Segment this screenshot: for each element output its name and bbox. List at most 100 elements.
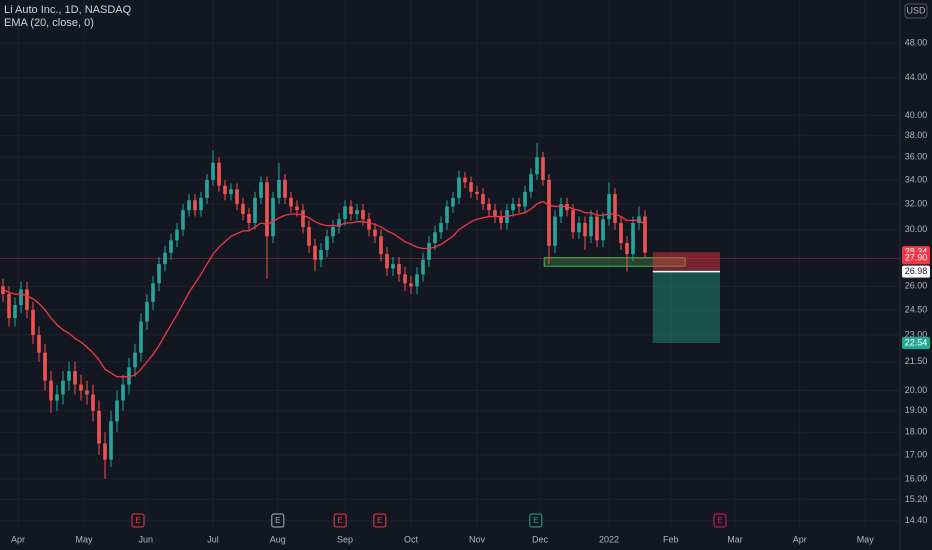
x-tick-label: Jul <box>207 534 219 544</box>
candle-body <box>175 229 179 241</box>
y-tick-label: 40.00 <box>905 110 928 120</box>
candle-body <box>451 197 455 207</box>
event-label: E <box>275 516 280 525</box>
x-tick-label: Aug <box>270 534 286 544</box>
price-tag-label: 26.98 <box>905 266 928 276</box>
candle-body <box>403 274 407 284</box>
candle-body <box>271 197 275 237</box>
price-tag <box>902 265 930 278</box>
currency[interactable]: USD <box>906 5 926 15</box>
y-tick-label: 18.00 <box>905 427 928 437</box>
event-label: E <box>717 516 722 525</box>
candle-body <box>301 210 305 227</box>
x-tick-label: Mar <box>727 534 743 544</box>
y-tick-label: 34.00 <box>905 174 928 184</box>
candle-body <box>439 223 443 233</box>
event-label: E <box>338 516 343 525</box>
candle-body <box>511 203 515 211</box>
candle-body <box>235 189 239 204</box>
event-label: E <box>533 516 538 525</box>
x-tick-label: Oct <box>404 534 419 544</box>
y-tick-label: 38.00 <box>905 130 928 140</box>
candle-body <box>79 384 83 391</box>
event-marker <box>713 513 727 528</box>
y-tick-label: 36.00 <box>905 152 928 162</box>
price-tag <box>902 252 930 265</box>
candle-body <box>49 380 53 401</box>
candle-body <box>205 179 209 198</box>
candle-body <box>589 216 593 237</box>
candle-body <box>85 390 89 395</box>
candle-body <box>133 352 137 368</box>
candle-body <box>127 367 131 385</box>
candle-body <box>163 252 167 265</box>
event-label: E <box>135 516 140 525</box>
candle-body <box>547 179 551 246</box>
y-tick-label: 48.00 <box>905 37 928 47</box>
candle-body <box>613 194 617 224</box>
currency-box[interactable] <box>904 3 928 19</box>
candle-body <box>343 206 347 220</box>
candle-body <box>457 177 461 198</box>
candle-body <box>31 309 35 336</box>
chart-title: Li Auto Inc., 1D, NASDAQ <box>4 4 132 16</box>
candle-body <box>19 289 23 306</box>
x-tick-label: Apr <box>11 534 25 544</box>
indicator-label: EMA (20, close, 0) <box>4 17 94 29</box>
candle-body <box>619 223 623 244</box>
y-tick-label: 19.00 <box>905 405 928 415</box>
candle-body <box>529 174 533 192</box>
candle-body <box>319 249 323 260</box>
candle-body <box>433 232 437 244</box>
support-zone <box>543 257 686 267</box>
x-tick-label: Jun <box>139 534 154 544</box>
price-tag-label: 27.90 <box>905 253 928 263</box>
x-tick-label: Feb <box>663 534 679 544</box>
candle-body <box>583 223 587 237</box>
candle-body <box>55 394 59 401</box>
candle-body <box>247 214 251 224</box>
x-tick-label: Nov <box>469 534 486 544</box>
candle-body <box>643 216 647 253</box>
candle-body <box>145 301 149 322</box>
candle-body <box>361 210 365 220</box>
event-marker <box>271 513 285 528</box>
candle-body <box>295 206 299 211</box>
candle-body <box>103 443 107 460</box>
candle-body <box>1 286 5 295</box>
candle-body <box>427 243 431 260</box>
y-tick-label: 15.20 <box>905 494 928 504</box>
candle-body <box>445 206 449 224</box>
candle-body <box>169 240 173 253</box>
event-marker <box>373 513 387 528</box>
y-tick-label: 26.00 <box>905 281 928 291</box>
candle-body <box>469 182 473 192</box>
candle-body <box>625 243 629 255</box>
y-tick-label: 23.00 <box>905 329 928 339</box>
x-tick-label: 2022 <box>599 534 619 544</box>
candle-body <box>325 236 329 250</box>
candle-body <box>409 283 413 287</box>
x-tick-label: Sep <box>337 534 353 544</box>
candle-body <box>139 321 143 353</box>
price-tag-label: 22.54 <box>905 337 928 347</box>
event-marker <box>333 513 347 528</box>
candle-body <box>313 245 317 260</box>
candle-body <box>7 294 11 319</box>
ema-line <box>2 200 646 378</box>
candle-body <box>631 223 635 255</box>
y-tick-label: 21.50 <box>905 356 928 366</box>
candle-body <box>607 194 611 220</box>
candle-body <box>43 352 47 381</box>
candle-body <box>121 384 125 401</box>
target-zone <box>652 271 720 344</box>
candle-body <box>595 216 599 241</box>
x-tick-label: Apr <box>793 534 807 544</box>
candle-body <box>229 189 233 195</box>
candle-body <box>73 371 77 385</box>
y-tick-label: 32.00 <box>905 198 928 208</box>
x-tick-label: Dec <box>532 534 549 544</box>
candle-body <box>331 226 335 237</box>
candle-body <box>397 264 401 275</box>
